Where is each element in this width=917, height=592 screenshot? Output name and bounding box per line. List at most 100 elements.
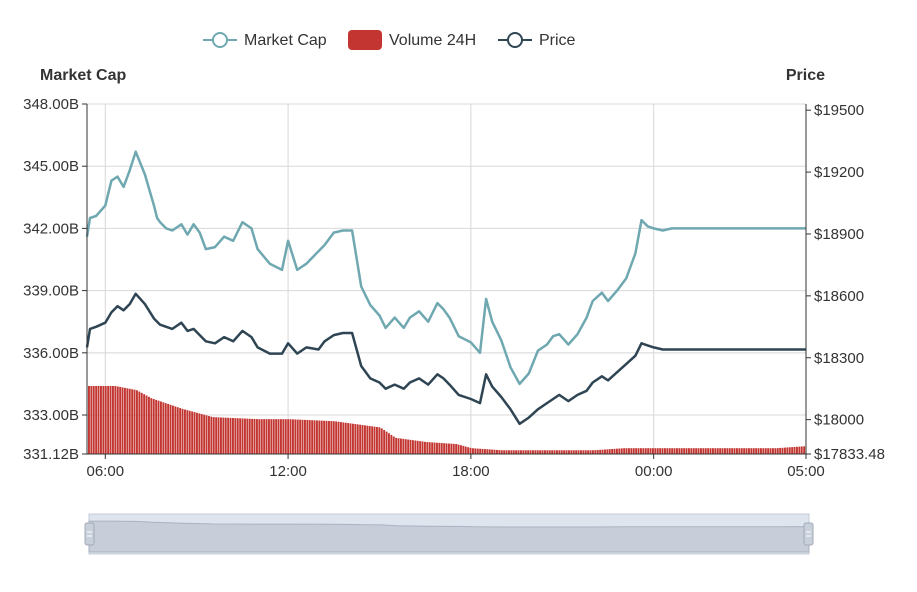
volume-bar <box>508 450 510 454</box>
volume-bar <box>400 438 402 454</box>
left-tick-label: 345.00B <box>23 158 79 175</box>
volume-bar <box>647 448 650 454</box>
volume-bar <box>654 448 657 454</box>
volume-bar <box>296 419 299 454</box>
volume-bar <box>455 444 458 454</box>
volume-bar <box>659 448 662 454</box>
volume-bar <box>217 417 220 454</box>
volume-bar <box>294 419 297 454</box>
volume-bar <box>750 448 753 454</box>
volume-bar <box>131 389 134 454</box>
volume-bar <box>157 400 160 454</box>
right-tick-label: $18600 <box>814 288 864 305</box>
volume-bar <box>668 448 671 454</box>
volume-bar <box>323 420 326 454</box>
volume-bar <box>652 448 654 454</box>
volume-bar <box>263 419 266 454</box>
data-zoom-right-handle[interactable] <box>803 522 814 546</box>
volume-bar <box>604 449 606 454</box>
volume-bar <box>239 418 242 454</box>
right-tick-label: $19200 <box>814 164 864 181</box>
volume-bar <box>784 447 786 454</box>
volume-bar <box>284 419 287 454</box>
volume-bar <box>148 396 150 454</box>
volume-bar <box>649 448 652 454</box>
volume-bar <box>308 420 311 454</box>
legend[interactable]: Market Cap Volume 24H Price <box>203 30 576 50</box>
volume-bar <box>767 448 770 454</box>
data-zoom-left-handle[interactable] <box>84 522 95 546</box>
volume-bar <box>510 450 513 454</box>
volume-bar <box>306 420 309 454</box>
right-tick-label: $17833.48 <box>814 446 885 463</box>
volume-bar <box>181 408 184 454</box>
volume-bar <box>407 439 410 454</box>
volume-bar <box>215 417 218 454</box>
volume-bar <box>404 439 407 454</box>
volume-bar <box>589 450 592 454</box>
volume-bar <box>428 442 431 454</box>
volume-bar <box>337 421 340 454</box>
line-series <box>85 150 806 426</box>
volume-bar <box>736 448 738 454</box>
legend-label-price: Price <box>539 32 576 49</box>
volume-bar <box>116 386 119 454</box>
volume-bar <box>248 418 251 454</box>
volume-bar <box>325 420 328 454</box>
volume-bar <box>330 421 333 454</box>
volume-bar <box>172 405 174 454</box>
volume-bar <box>440 443 443 454</box>
volume-bar <box>244 418 246 454</box>
volume-bar <box>433 442 436 454</box>
volume-bar <box>234 418 237 454</box>
volume-bar <box>212 417 215 454</box>
volume-bar <box>258 419 261 454</box>
volume-bar <box>97 385 100 454</box>
volume-bar <box>733 448 736 454</box>
volume-bar <box>680 448 683 454</box>
volume-bar <box>565 450 568 454</box>
volume-bar <box>373 426 376 454</box>
volume-bar <box>760 448 762 454</box>
volume-bar <box>152 399 155 454</box>
volume-bar <box>150 398 153 454</box>
volume-bar <box>587 450 590 454</box>
volume-bar <box>318 420 321 454</box>
legend-label-market-cap: Market Cap <box>244 32 327 49</box>
volume-bar <box>208 416 210 454</box>
volume-bar <box>409 439 412 454</box>
volume-bar <box>692 448 695 454</box>
volume-bar <box>548 450 551 454</box>
volume-bar <box>246 418 249 454</box>
volume-bar <box>800 446 803 454</box>
volume-bar <box>90 385 93 454</box>
volume-bar <box>102 385 105 454</box>
volume-bar <box>709 448 712 454</box>
volume-bar <box>224 417 227 454</box>
volume-bar <box>260 419 263 454</box>
volume-bar <box>532 450 534 454</box>
right-tick-label: $18000 <box>814 412 864 429</box>
legend-swatch-volume <box>348 30 382 50</box>
volume-bar <box>364 425 366 454</box>
volume-bar <box>673 448 676 454</box>
data-zoom-slider[interactable] <box>84 513 814 555</box>
legend-item-volume[interactable]: Volume 24H <box>348 30 476 50</box>
volume-bar <box>124 387 126 454</box>
volume-bar <box>702 448 705 454</box>
x-tick-label: 06:00 <box>87 463 125 480</box>
volume-bar <box>695 448 698 454</box>
axes <box>86 104 807 455</box>
left-tick-label: 339.00B <box>23 283 79 300</box>
legend-item-market-cap[interactable]: Market Cap <box>203 32 327 49</box>
volume-bar <box>469 447 472 454</box>
legend-item-price[interactable]: Price <box>498 32 576 49</box>
volume-bar <box>193 412 196 454</box>
volume-bar <box>505 450 508 454</box>
volume-bar <box>136 390 138 454</box>
volume-bar <box>126 388 129 454</box>
volume-bar <box>522 450 525 454</box>
volume-bar <box>779 447 782 454</box>
volume-bar <box>726 448 729 454</box>
volume-bar <box>544 450 546 454</box>
